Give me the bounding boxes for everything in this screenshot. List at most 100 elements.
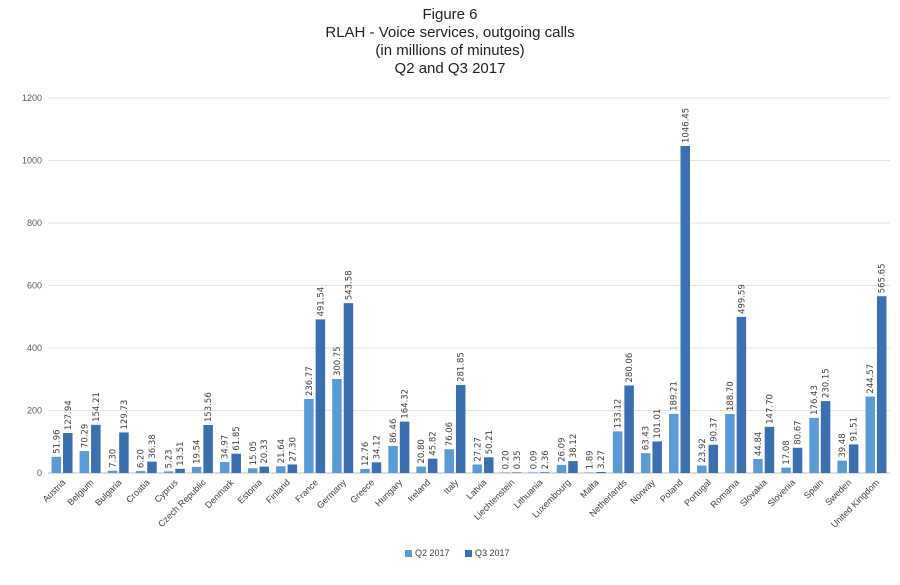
bar-q3-2017 — [315, 319, 326, 473]
bar-q2-2017 — [388, 445, 398, 473]
y-tick-label: 800 — [27, 218, 42, 228]
bar-q2-2017 — [332, 379, 342, 473]
bar-q3-2017 — [147, 461, 157, 473]
bar-q3-2017 — [231, 453, 241, 473]
data-label: 164.32 — [401, 389, 411, 419]
data-label: 86.46 — [389, 419, 399, 443]
data-label: 230.15 — [822, 368, 832, 398]
data-label: 176.43 — [810, 385, 820, 415]
bar-q2-2017 — [191, 466, 202, 473]
x-category-label: Norway — [628, 477, 657, 506]
bar-q2-2017 — [781, 467, 791, 473]
bar-q2-2017 — [753, 458, 763, 473]
bar-q3-2017 — [596, 471, 606, 473]
x-category-label: Italy — [442, 477, 461, 496]
x-category-label: Slovakia — [738, 477, 769, 508]
bar-q2-2017 — [360, 469, 370, 473]
bar-q3-2017 — [624, 385, 634, 473]
data-label: 2.36 — [541, 450, 551, 469]
bar-q3-2017 — [568, 461, 578, 473]
bar-q3-2017 — [259, 466, 269, 473]
x-category-label: Austria — [41, 477, 68, 504]
bar-q2-2017 — [669, 413, 679, 473]
data-label: 23.92 — [698, 438, 708, 462]
bar-q2-2017 — [472, 464, 483, 473]
x-category-label: Croatia — [124, 477, 152, 505]
bar-q3-2017 — [708, 444, 719, 473]
data-label: 154.21 — [92, 392, 102, 422]
x-category-label: Hungary — [373, 477, 404, 508]
x-category-label: Cyprus — [152, 477, 180, 505]
data-label: 70.29 — [80, 424, 90, 448]
bar-q3-2017 — [175, 468, 185, 473]
x-category-label: France — [293, 477, 320, 504]
data-label: 13.51 — [176, 441, 186, 465]
data-label: 34.12 — [373, 435, 383, 459]
data-label: 147.70 — [765, 394, 775, 424]
data-label: 280.06 — [625, 353, 635, 383]
bar-q2-2017 — [444, 449, 454, 473]
x-category-label: Germany — [315, 477, 349, 511]
bar-q3-2017 — [540, 472, 550, 473]
data-label: 76.06 — [445, 422, 455, 446]
legend: Q2 2017 Q3 2017 — [405, 548, 510, 558]
bar-q3-2017 — [427, 458, 438, 473]
bar-q3-2017 — [680, 145, 690, 473]
x-category-label: United Kingdom — [829, 477, 881, 529]
bar-q2-2017 — [51, 456, 62, 473]
data-label: 17.08 — [782, 440, 792, 464]
data-label: 101.01 — [653, 409, 663, 439]
x-category-label: Greece — [348, 477, 376, 505]
bar-q2-2017 — [416, 466, 426, 473]
data-label: 61.85 — [232, 426, 242, 450]
bar-q3-2017 — [820, 401, 831, 473]
data-label: 1.89 — [586, 450, 596, 469]
data-label: 19.54 — [193, 440, 203, 464]
x-category-label: Romania — [708, 477, 741, 510]
bar-q3-2017 — [63, 433, 73, 473]
data-label: 51.96 — [52, 429, 62, 453]
chart-title-line-3: (in millions of minutes) — [375, 42, 525, 59]
bar-q3-2017 — [119, 432, 129, 473]
bar-q3-2017 — [287, 464, 298, 473]
data-label: 188.70 — [726, 381, 736, 411]
x-category-label: Ireland — [406, 477, 433, 504]
x-category-label: Belgium — [65, 477, 95, 507]
bar-q3-2017 — [652, 441, 662, 473]
data-label: 1046.45 — [681, 108, 691, 143]
y-tick-label: 0 — [37, 468, 42, 478]
bars — [51, 145, 887, 473]
x-category-label: Estonia — [236, 477, 264, 505]
bar-q2-2017 — [809, 417, 819, 473]
y-tick-label: 1200 — [22, 93, 42, 103]
bar-q2-2017 — [79, 451, 90, 473]
x-category-label: Spain — [802, 477, 825, 500]
x-category-label: Slovenia — [766, 477, 797, 508]
data-label: 543.58 — [344, 270, 354, 300]
data-label: 27.27 — [473, 437, 483, 461]
data-label: 90.37 — [709, 417, 719, 441]
data-label: 27.30 — [288, 437, 298, 461]
y-tick-label: 400 — [27, 343, 42, 353]
bar-q3-2017 — [736, 316, 747, 473]
data-label: 499.59 — [737, 284, 747, 314]
bar-q2-2017 — [640, 453, 651, 473]
data-label: 39.48 — [838, 433, 848, 457]
y-axis-ticks: 0 200 400 600 800 1000 1200 — [22, 93, 42, 478]
data-label: 236.77 — [305, 366, 315, 396]
bar-q3-2017 — [455, 384, 466, 473]
data-label: 300.75 — [333, 346, 343, 376]
bar-q2-2017 — [584, 472, 595, 473]
x-category-label: Finland — [264, 477, 292, 505]
data-label: 26.09 — [557, 438, 567, 462]
data-label: 0.20 — [501, 450, 511, 469]
data-label: 491.54 — [316, 287, 326, 317]
bar-q3-2017 — [512, 472, 522, 473]
x-category-label: Malta — [578, 477, 601, 500]
bar-q3-2017 — [876, 296, 887, 473]
data-label: 244.57 — [866, 364, 876, 394]
data-label: 3.27 — [597, 450, 607, 469]
data-label: 63.43 — [642, 426, 652, 450]
